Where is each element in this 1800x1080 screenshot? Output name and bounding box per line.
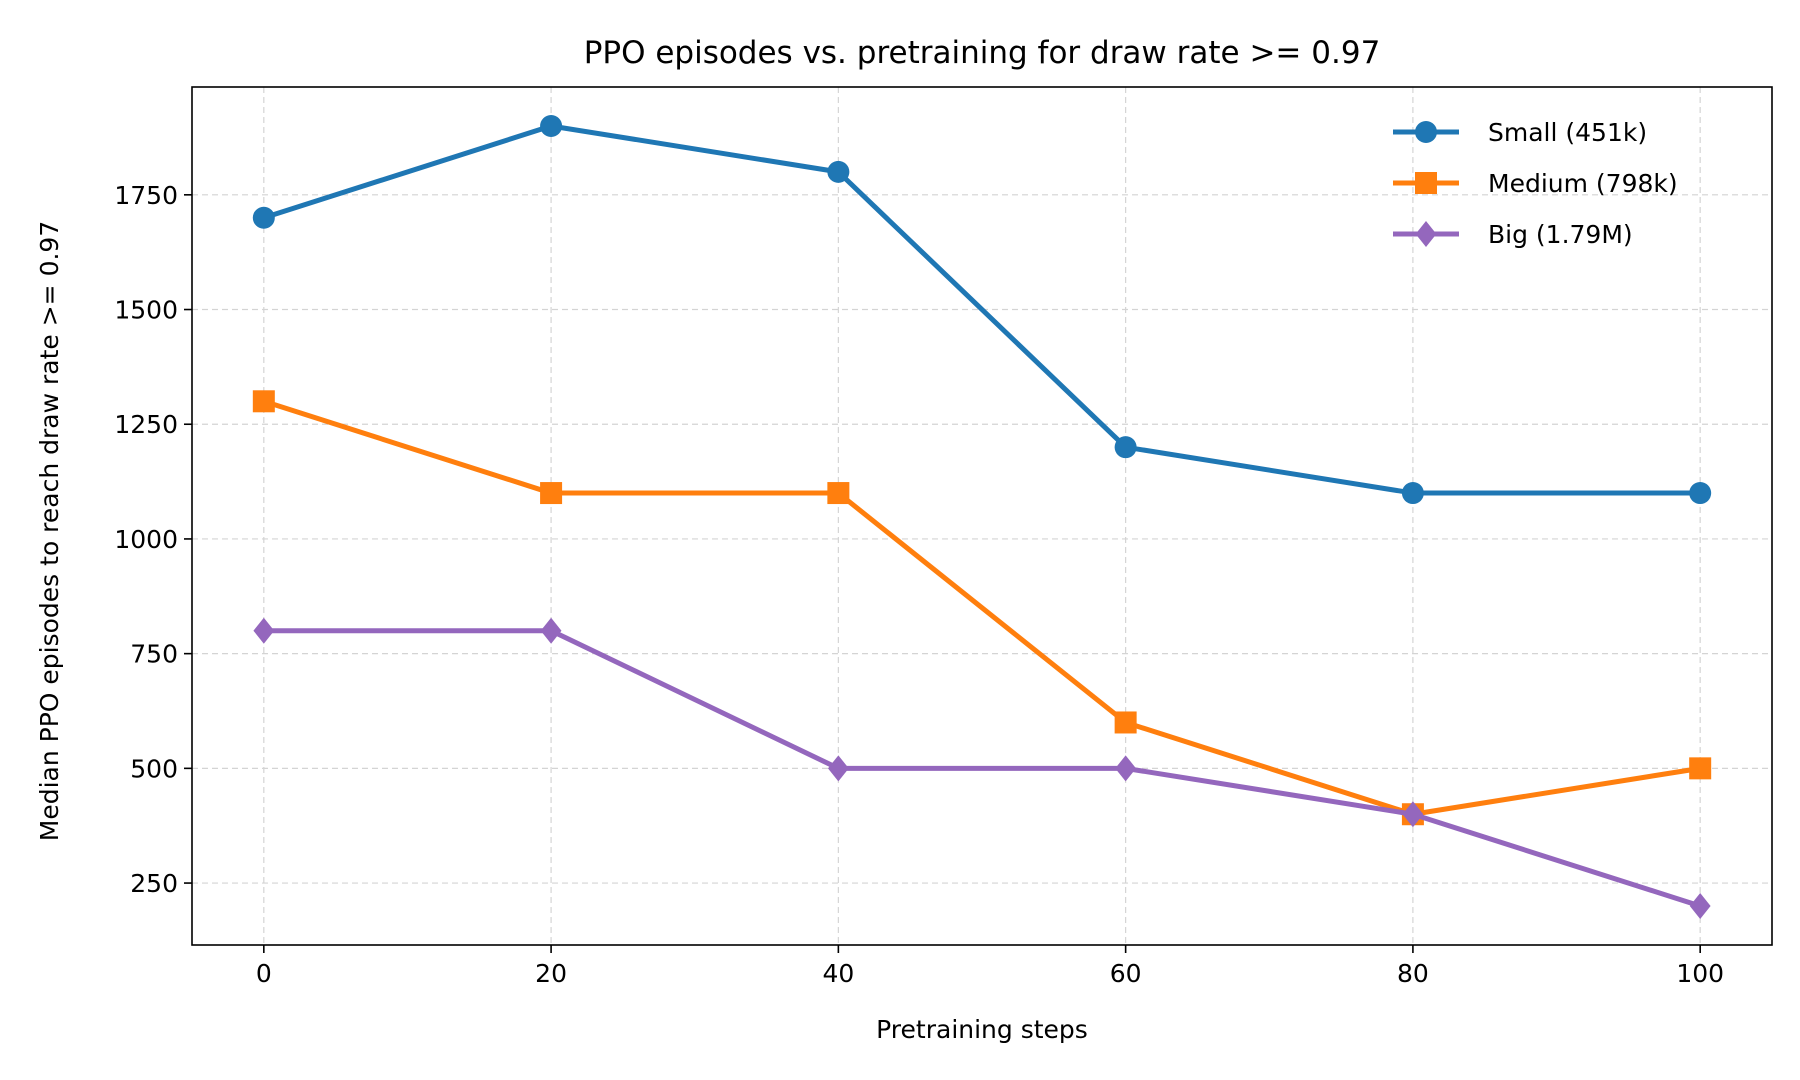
x-tick-label: 0 [256, 959, 272, 988]
data-point-small [1114, 436, 1137, 459]
y-tick-label: 750 [130, 640, 178, 669]
x-tick-label: 80 [1397, 959, 1429, 988]
data-point-medium [827, 482, 850, 505]
legend-item-medium: Medium (798k) [1393, 169, 1678, 198]
data-point-big [827, 755, 849, 782]
x-tick-label: 20 [535, 959, 567, 988]
y-tick-label: 1750 [114, 181, 178, 210]
legend-marker-big [1415, 221, 1437, 247]
data-point-medium [1114, 711, 1137, 734]
y-tick-label: 1500 [114, 296, 178, 325]
y-tick-label: 1000 [114, 525, 178, 554]
legend-label-small: Small (451k) [1488, 118, 1647, 147]
data-point-small [1401, 482, 1424, 505]
series-small [252, 115, 1712, 505]
data-point-medium [252, 390, 275, 413]
data-point-big [1115, 755, 1137, 782]
y-tick-label: 250 [130, 869, 178, 898]
data-point-big [1402, 801, 1424, 828]
chart-title: PPO episodes vs. pretraining for draw ra… [584, 35, 1381, 71]
y-tick-label: 500 [130, 754, 178, 783]
legend-label-big: Big (1.79M) [1488, 220, 1633, 249]
data-point-big [540, 617, 562, 644]
axis-ticks: 0 20 40 60 80 100 250 500 750 1000 1250 1500 1750 [114, 181, 1724, 988]
data-point-medium [540, 482, 563, 505]
legend-marker-medium [1415, 172, 1437, 194]
data-point-medium [1689, 757, 1712, 780]
series-line-big [261, 628, 1703, 909]
x-tick-label: 100 [1676, 959, 1724, 988]
data-point-big [1689, 893, 1711, 919]
data-point-big [253, 617, 275, 644]
series-big [253, 617, 1711, 919]
legend-marker-small [1415, 121, 1437, 143]
series-line-small [261, 123, 1703, 496]
x-axis-label: Pretraining steps [876, 1015, 1088, 1044]
y-axis-label: Median PPO episodes to reach draw rate >… [35, 221, 64, 842]
data-point-small [252, 206, 275, 229]
legend: Small (451k) Medium (798k) Big (1.79M) [1393, 118, 1678, 249]
series-layer [252, 115, 1712, 919]
x-tick-label: 40 [822, 959, 854, 988]
series-line-medium [261, 398, 1703, 817]
y-tick-label: 1250 [114, 410, 178, 439]
legend-item-small: Small (451k) [1393, 118, 1647, 147]
data-point-small [540, 115, 563, 137]
legend-item-big: Big (1.79M) [1393, 220, 1633, 249]
data-point-small [827, 160, 850, 183]
x-tick-label: 60 [1110, 959, 1142, 988]
legend-label-medium: Medium (798k) [1488, 169, 1678, 198]
data-point-small [1689, 482, 1712, 505]
plot-frame [191, 86, 1773, 946]
